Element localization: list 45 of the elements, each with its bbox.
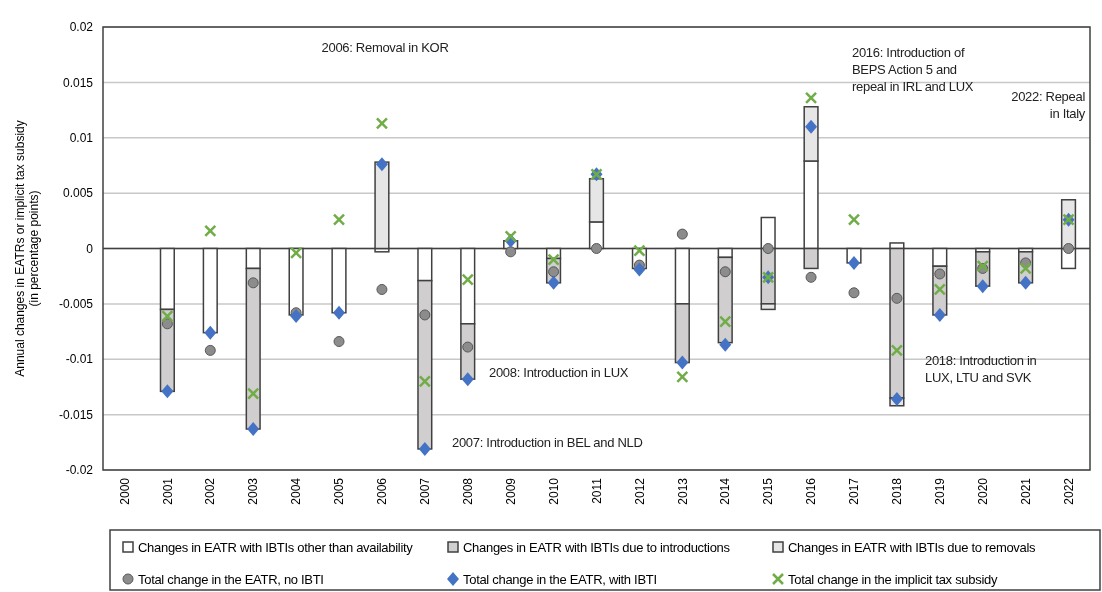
legend-label: Total change in the EATR, with IBTI bbox=[463, 571, 657, 587]
x-tick-label: 2019 bbox=[933, 477, 947, 505]
x-tick-label: 2003 bbox=[246, 477, 261, 505]
legend-label: Total change in the EATR, no IBTI bbox=[138, 571, 324, 587]
x-tick-label: 2013 bbox=[675, 477, 690, 505]
x-tick-label: 2022 bbox=[1061, 477, 1076, 505]
y-axis-title: Annual changes in EATRs or implicit tax subsidy (in percentage points) bbox=[13, 120, 41, 377]
y-tick-label: 0 bbox=[86, 241, 94, 256]
x-tick-label: 2012 bbox=[632, 477, 647, 505]
x-tick-label: 2014 bbox=[718, 477, 733, 505]
x-tick-label: 2018 bbox=[890, 477, 905, 505]
x-tick-label: 2010 bbox=[546, 477, 561, 505]
y-tick-label: 0.015 bbox=[62, 75, 94, 90]
x-tick-label: 2008 bbox=[460, 477, 475, 505]
annotation: 2022: Repeal in Italy bbox=[1011, 89, 1086, 121]
x-tick-label: 2000 bbox=[117, 477, 132, 505]
x-tick-label: 2001 bbox=[160, 477, 175, 505]
y-tick-label: -0.005 bbox=[58, 297, 94, 312]
annotation: 2008: Introduction in LUX bbox=[489, 365, 629, 380]
y-tick-label: 0.01 bbox=[69, 130, 94, 145]
annotation: 2018: Introduction in LUX, LTU and SVK bbox=[925, 353, 1037, 385]
x-tick-label: 2007 bbox=[418, 477, 433, 505]
x-tick-label: 2015 bbox=[761, 477, 776, 505]
legend-label: Changes in EATR with IBTIs due to removals bbox=[788, 539, 1037, 555]
y-tick-label: 0.02 bbox=[69, 20, 94, 35]
x-tick-label: 2004 bbox=[289, 477, 304, 505]
x-tick-label: 2021 bbox=[1018, 477, 1033, 505]
y-tick-label: -0.01 bbox=[65, 352, 94, 367]
annotation: 2006: Removal in KOR bbox=[321, 40, 449, 55]
y-tick-label: -0.02 bbox=[65, 463, 94, 478]
x-tick-label: 2006 bbox=[375, 477, 390, 505]
x-tick-label: 2005 bbox=[332, 477, 347, 505]
x-tick-label: 2016 bbox=[804, 477, 819, 505]
x-tick-label: 2009 bbox=[503, 477, 518, 505]
x-tick-label: 2020 bbox=[975, 477, 990, 505]
annotation: 2016: Introduction of BEPS Action 5 and repeal in IRL and LUX bbox=[852, 45, 974, 94]
annotation: 2007: Introduction in BEL and NLD bbox=[452, 435, 643, 450]
x-tick-label: 2002 bbox=[203, 477, 218, 505]
y-tick-label: 0.005 bbox=[62, 186, 94, 201]
x-tick-label: 2017 bbox=[847, 477, 862, 505]
legend-label: Changes in EATR with IBTIs other than availability bbox=[138, 539, 414, 555]
legend-label: Changes in EATR with IBTIs due to introductions bbox=[463, 539, 731, 555]
x-tick-label: 2011 bbox=[589, 477, 604, 504]
y-tick-label: -0.015 bbox=[58, 407, 94, 422]
legend-label: Total change in the implicit tax subsidy bbox=[788, 571, 998, 587]
